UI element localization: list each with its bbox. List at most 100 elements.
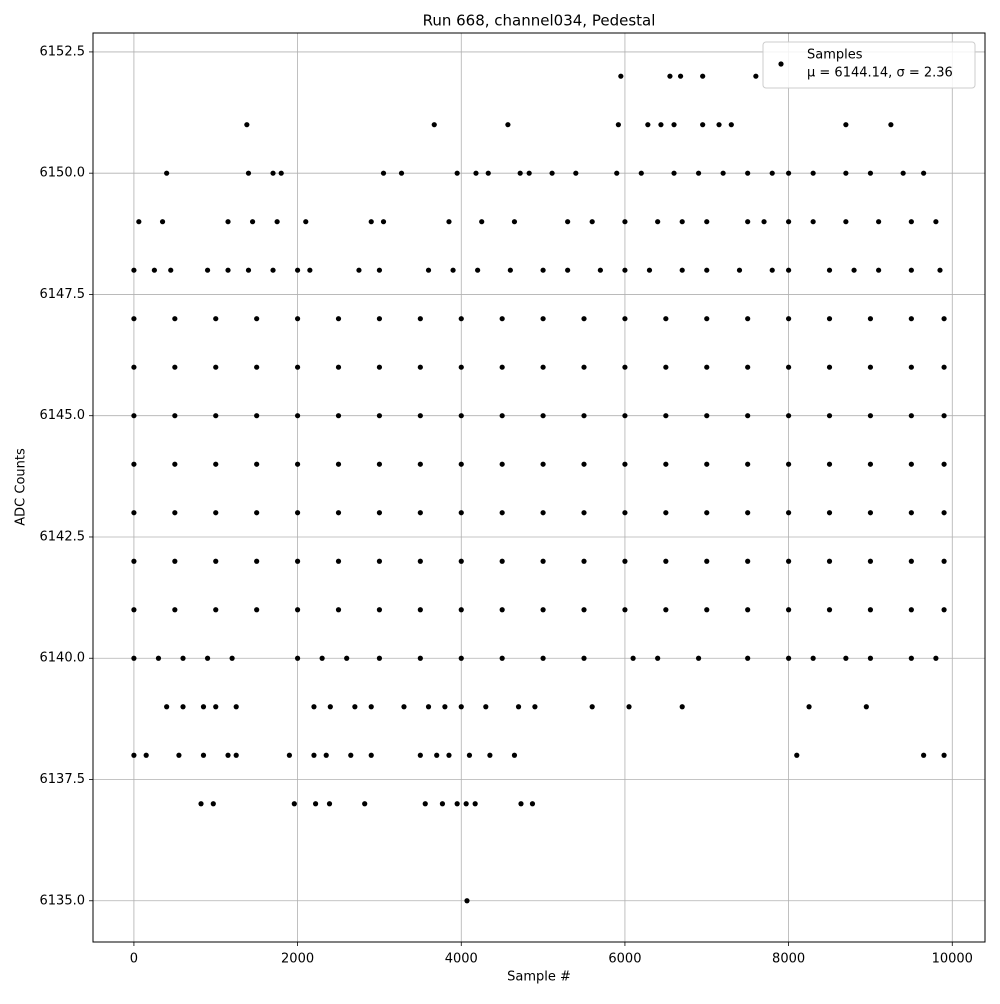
point <box>908 316 914 322</box>
point <box>937 267 943 273</box>
point <box>335 461 342 467</box>
point <box>458 413 464 419</box>
point <box>785 461 792 467</box>
point <box>843 219 849 225</box>
point <box>294 316 301 322</box>
y-tick-label: 6142.5 <box>40 529 86 544</box>
point <box>422 801 428 807</box>
point <box>376 316 383 322</box>
x-tick-label: 0 <box>130 952 138 967</box>
point <box>479 219 485 225</box>
point <box>761 219 767 225</box>
point <box>597 267 603 273</box>
point <box>442 704 448 710</box>
point <box>425 267 432 273</box>
point <box>254 510 260 516</box>
point <box>254 558 260 564</box>
point <box>677 73 684 79</box>
point <box>131 607 137 613</box>
point <box>450 267 456 273</box>
point <box>663 461 669 467</box>
point <box>254 316 260 322</box>
point <box>200 752 207 758</box>
point <box>326 801 333 807</box>
point <box>180 655 186 661</box>
point <box>622 558 628 564</box>
point <box>745 413 751 419</box>
point <box>376 558 383 564</box>
point <box>540 413 546 419</box>
point <box>213 704 219 710</box>
point <box>785 510 792 516</box>
point <box>270 267 276 273</box>
point <box>245 170 252 176</box>
point <box>704 510 710 516</box>
point <box>180 704 186 710</box>
point <box>294 655 301 661</box>
point <box>172 461 178 467</box>
point <box>876 267 882 273</box>
point <box>622 364 628 370</box>
point <box>908 607 914 613</box>
point <box>581 461 587 467</box>
point <box>785 558 792 564</box>
x-tick-label: 8000 <box>772 952 805 967</box>
point <box>172 510 178 516</box>
point <box>368 752 374 758</box>
point <box>826 461 833 467</box>
point <box>244 122 250 128</box>
point <box>458 607 464 613</box>
points <box>131 73 947 904</box>
point <box>933 219 939 225</box>
point <box>511 752 518 758</box>
point <box>867 364 874 370</box>
point <box>439 801 446 807</box>
point <box>941 607 947 613</box>
point <box>921 170 927 176</box>
point <box>745 607 751 613</box>
point <box>348 752 354 758</box>
point <box>368 704 374 710</box>
point <box>458 558 464 564</box>
point <box>622 219 628 225</box>
point <box>663 316 669 322</box>
point <box>254 607 260 613</box>
point <box>908 510 914 516</box>
point <box>294 558 301 564</box>
point <box>826 413 833 419</box>
point <box>529 801 536 807</box>
point <box>344 655 350 661</box>
point <box>213 413 219 419</box>
point <box>581 413 587 419</box>
point <box>335 510 342 516</box>
point <box>380 219 387 225</box>
point <box>499 364 505 370</box>
point <box>704 607 710 613</box>
point <box>728 122 734 128</box>
point <box>431 122 437 128</box>
point <box>229 655 235 661</box>
point <box>769 170 775 176</box>
point <box>667 73 673 79</box>
point <box>213 607 219 613</box>
point <box>458 510 464 516</box>
point <box>376 607 383 613</box>
point <box>921 752 927 758</box>
point <box>511 219 518 225</box>
point <box>204 267 211 273</box>
point <box>626 704 632 710</box>
point <box>753 73 759 79</box>
point <box>213 316 219 322</box>
point <box>745 170 751 176</box>
point <box>785 364 792 370</box>
point <box>663 558 669 564</box>
point <box>700 73 706 79</box>
point <box>294 607 301 613</box>
point <box>785 316 792 322</box>
point <box>941 558 947 564</box>
point <box>335 364 342 370</box>
point <box>472 801 478 807</box>
point <box>499 510 505 516</box>
point <box>540 607 546 613</box>
point <box>463 801 469 807</box>
